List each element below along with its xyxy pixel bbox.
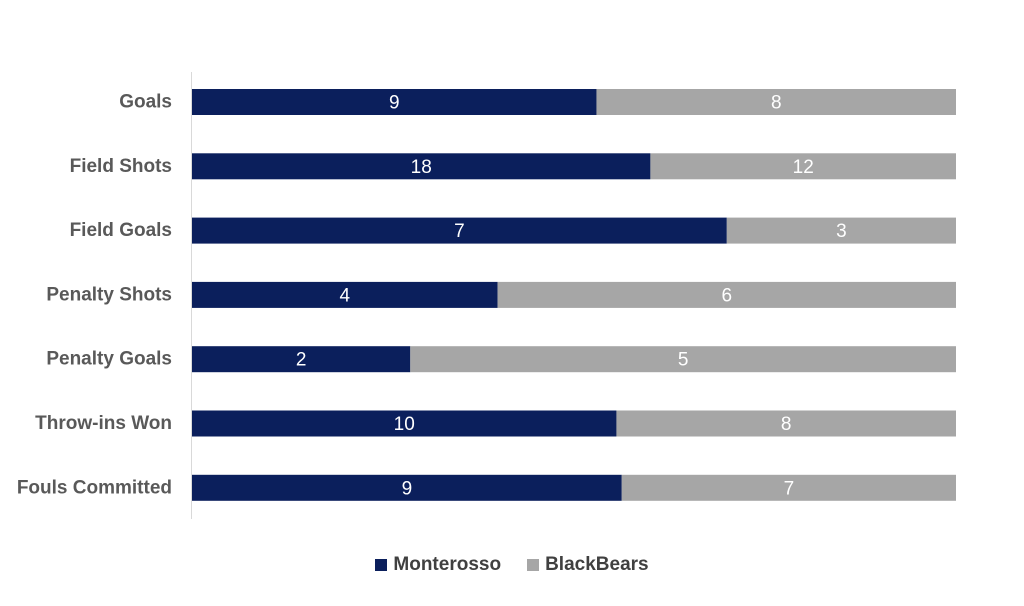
data-label: 7 [784,478,795,499]
bar-segment [192,153,651,180]
bar-segment [192,474,622,501]
bar-segment [192,346,411,373]
bar-segment [410,346,956,373]
bar-segment [192,217,727,244]
stacked-bar-chart: Goals 9 8 Field Shots 18 12 Field Goals 7 3 Penal… [17,72,956,519]
legend-item-series-2: BlackBears [527,554,649,576]
data-label: 12 [793,157,814,178]
bar-segment [192,89,597,115]
category-label: Goals [119,92,172,113]
data-label: 9 [402,478,413,499]
category-label: Field Shots [70,156,172,177]
legend-swatch-series-2 [527,559,540,571]
legend-label-series-2: BlackBears [545,554,649,575]
bar-segment [192,281,498,308]
data-label: 9 [389,93,400,114]
bar-segment [192,410,617,437]
category-label: Penalty Goals [46,349,172,370]
labels-layer: Goals 9 8 Field Shots 18 12 Field Goals 7 3 Penal… [17,92,847,500]
category-label: Throw-ins Won [35,413,172,434]
data-label: 10 [394,414,415,435]
bar-segment [726,217,956,244]
data-label: 5 [678,350,689,371]
data-label: 8 [781,414,792,435]
data-label: 2 [296,350,307,371]
data-label: 8 [771,93,782,114]
bars-layer [192,89,956,501]
legend-label-series-1: Monterosso [393,554,502,575]
data-label: 6 [722,285,733,306]
data-label: 4 [340,285,351,306]
bar-segment [616,410,956,437]
category-label: Field Goals [70,220,172,241]
legend-swatch-series-1 [375,559,388,571]
data-label: 3 [836,221,847,242]
bar-segment [497,281,956,308]
bar-segment [650,153,956,180]
data-label: 18 [411,157,432,178]
bar-segment [621,474,956,501]
data-label: 7 [454,221,465,242]
bar-segment [596,89,956,115]
legend-item-series-1: Monterosso [375,554,501,576]
category-label: Penalty Shots [46,284,172,305]
legend: Monterosso BlackBears [0,554,1024,576]
category-label: Fouls Committed [17,477,172,498]
